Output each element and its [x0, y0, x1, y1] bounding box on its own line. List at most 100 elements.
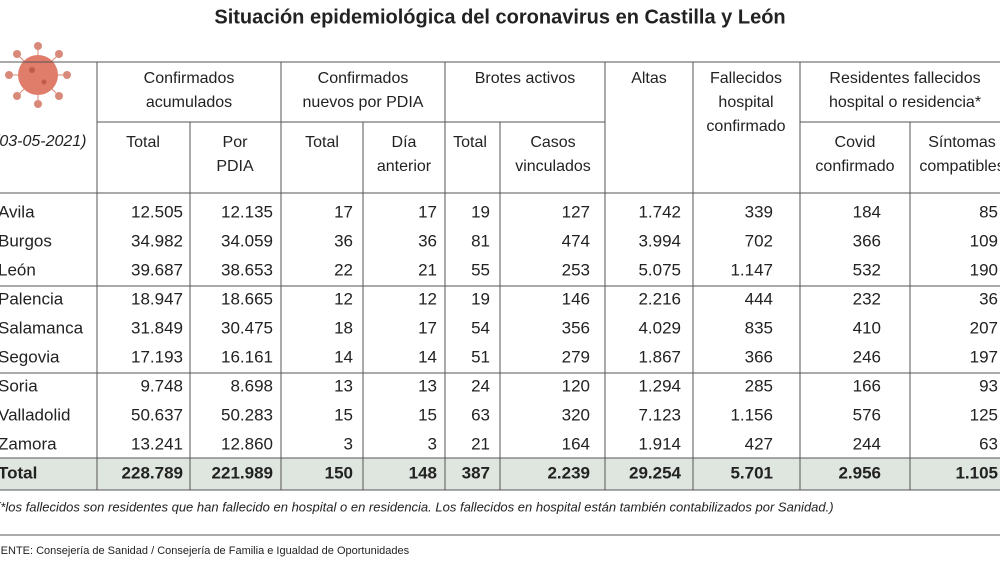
cell: 366: [853, 231, 881, 250]
sub-header: vinculados: [515, 158, 591, 175]
table-row: León 39.687 38.653 22 21 55 253 5.075 1.147 532 19…: [0, 260, 998, 279]
cell: 31.849: [131, 318, 183, 337]
virus-icon: [5, 42, 71, 108]
row-label: Burgos: [0, 231, 52, 250]
cell: 120: [562, 376, 590, 395]
cell: 63: [471, 405, 490, 424]
cell: 2.239: [547, 463, 590, 482]
cell: 50.283: [221, 405, 273, 424]
cell: 427: [745, 434, 773, 453]
cell: 166: [853, 376, 881, 395]
sub-header: Total: [453, 134, 487, 151]
cell: 232: [853, 289, 881, 308]
cell: 164: [562, 434, 590, 453]
cell: 17: [418, 318, 437, 337]
group-header: Brotes activos: [475, 70, 575, 87]
cell: 12: [418, 289, 437, 308]
cell: 9.748: [140, 376, 183, 395]
cell: 320: [562, 405, 590, 424]
cell: 16.161: [221, 347, 273, 366]
cell: 532: [853, 260, 881, 279]
cell: 12.505: [131, 202, 183, 221]
cell: 12.135: [221, 202, 273, 221]
cell: 18.665: [221, 289, 273, 308]
cell: 18: [334, 318, 353, 337]
cell: 13: [334, 376, 353, 395]
table-row: Salamanca 31.849 30.475 18 17 54 356 4.029 835 41…: [0, 318, 998, 337]
group-header: nuevos por PDIA: [303, 94, 424, 111]
row-label: Total: [0, 463, 37, 482]
cell: 17: [334, 202, 353, 221]
table-header: Confirmados acumulados Total Por PDIA Confirm…: [126, 70, 1000, 175]
cell: 22: [334, 260, 353, 279]
cell: 14: [418, 347, 437, 366]
cell: 93: [979, 376, 998, 395]
row-label: Zamora: [0, 434, 57, 453]
table-row: Valladolid 50.637 50.283 15 15 63 320 7.123 1.15…: [0, 405, 998, 424]
table-row: Soria 9.748 8.698 13 13 24 120 1.294 285 166 93: [0, 376, 998, 395]
sub-header: anterior: [377, 158, 432, 175]
cell: 30.475: [221, 318, 273, 337]
cell: 1.147: [730, 260, 773, 279]
cell: 50.637: [131, 405, 183, 424]
cell: 34.982: [131, 231, 183, 250]
cell: 444: [745, 289, 773, 308]
cell: 85: [979, 202, 998, 221]
group-header: Confirmados: [318, 70, 409, 87]
cell: 410: [853, 318, 881, 337]
cell: 7.123: [638, 405, 681, 424]
cell: 34.059: [221, 231, 273, 250]
cell: 387: [462, 463, 490, 482]
sub-header: Casos: [530, 134, 575, 151]
cell: 146: [562, 289, 590, 308]
cell: 228.789: [122, 463, 183, 482]
cell: 1.294: [638, 376, 681, 395]
cell: 109: [970, 231, 998, 250]
cell: 15: [334, 405, 353, 424]
cell: 207: [970, 318, 998, 337]
cell: 12.860: [221, 434, 273, 453]
sub-header: compatibles: [919, 158, 1000, 175]
cell: 5.701: [730, 463, 773, 482]
cell: 21: [418, 260, 437, 279]
cell: 148: [409, 463, 437, 482]
cell: 246: [853, 347, 881, 366]
row-label: Soria: [0, 376, 38, 395]
group-header: confirmado: [706, 118, 785, 135]
group-header: hospital o residencia*: [829, 94, 981, 111]
table-row: Segovia 17.193 16.161 14 14 51 279 1.867 366 246 1…: [0, 347, 998, 366]
cell: 184: [853, 202, 881, 221]
group-header: Residentes fallecidos: [829, 70, 980, 87]
cell: 125: [970, 405, 998, 424]
cell: 366: [745, 347, 773, 366]
cell: 1.914: [638, 434, 681, 453]
cell: 1.742: [638, 202, 681, 221]
row-label: León: [0, 260, 36, 279]
cell: 835: [745, 318, 773, 337]
sub-header: Por: [223, 134, 249, 151]
row-label: Avila: [0, 202, 35, 221]
cell: 17: [418, 202, 437, 221]
cell: 702: [745, 231, 773, 250]
cell: 3: [428, 434, 437, 453]
cell: 51: [471, 347, 490, 366]
source: FUENTE: Consejería de Sanidad / Consejer…: [0, 545, 410, 557]
cell: 1.105: [955, 463, 998, 482]
table-row: Palencia 18.947 18.665 12 12 19 146 2.216 444 232…: [0, 289, 998, 308]
cell: 36: [334, 231, 353, 250]
cell: 5.075: [638, 260, 681, 279]
sub-header: Día: [392, 134, 417, 151]
cell: 15: [418, 405, 437, 424]
cell: 1.867: [638, 347, 681, 366]
cell: 4.029: [638, 318, 681, 337]
cell: 24: [471, 376, 490, 395]
cell: 63: [979, 434, 998, 453]
cell: 55: [471, 260, 490, 279]
sub-header: Covid: [835, 134, 876, 151]
cell: 356: [562, 318, 590, 337]
cell: 12: [334, 289, 353, 308]
table-row: Zamora 13.241 12.860 3 3 21 164 1.914 427 244 63: [0, 434, 998, 453]
sub-header: Síntomas: [928, 134, 996, 151]
cell: 36: [979, 289, 998, 308]
